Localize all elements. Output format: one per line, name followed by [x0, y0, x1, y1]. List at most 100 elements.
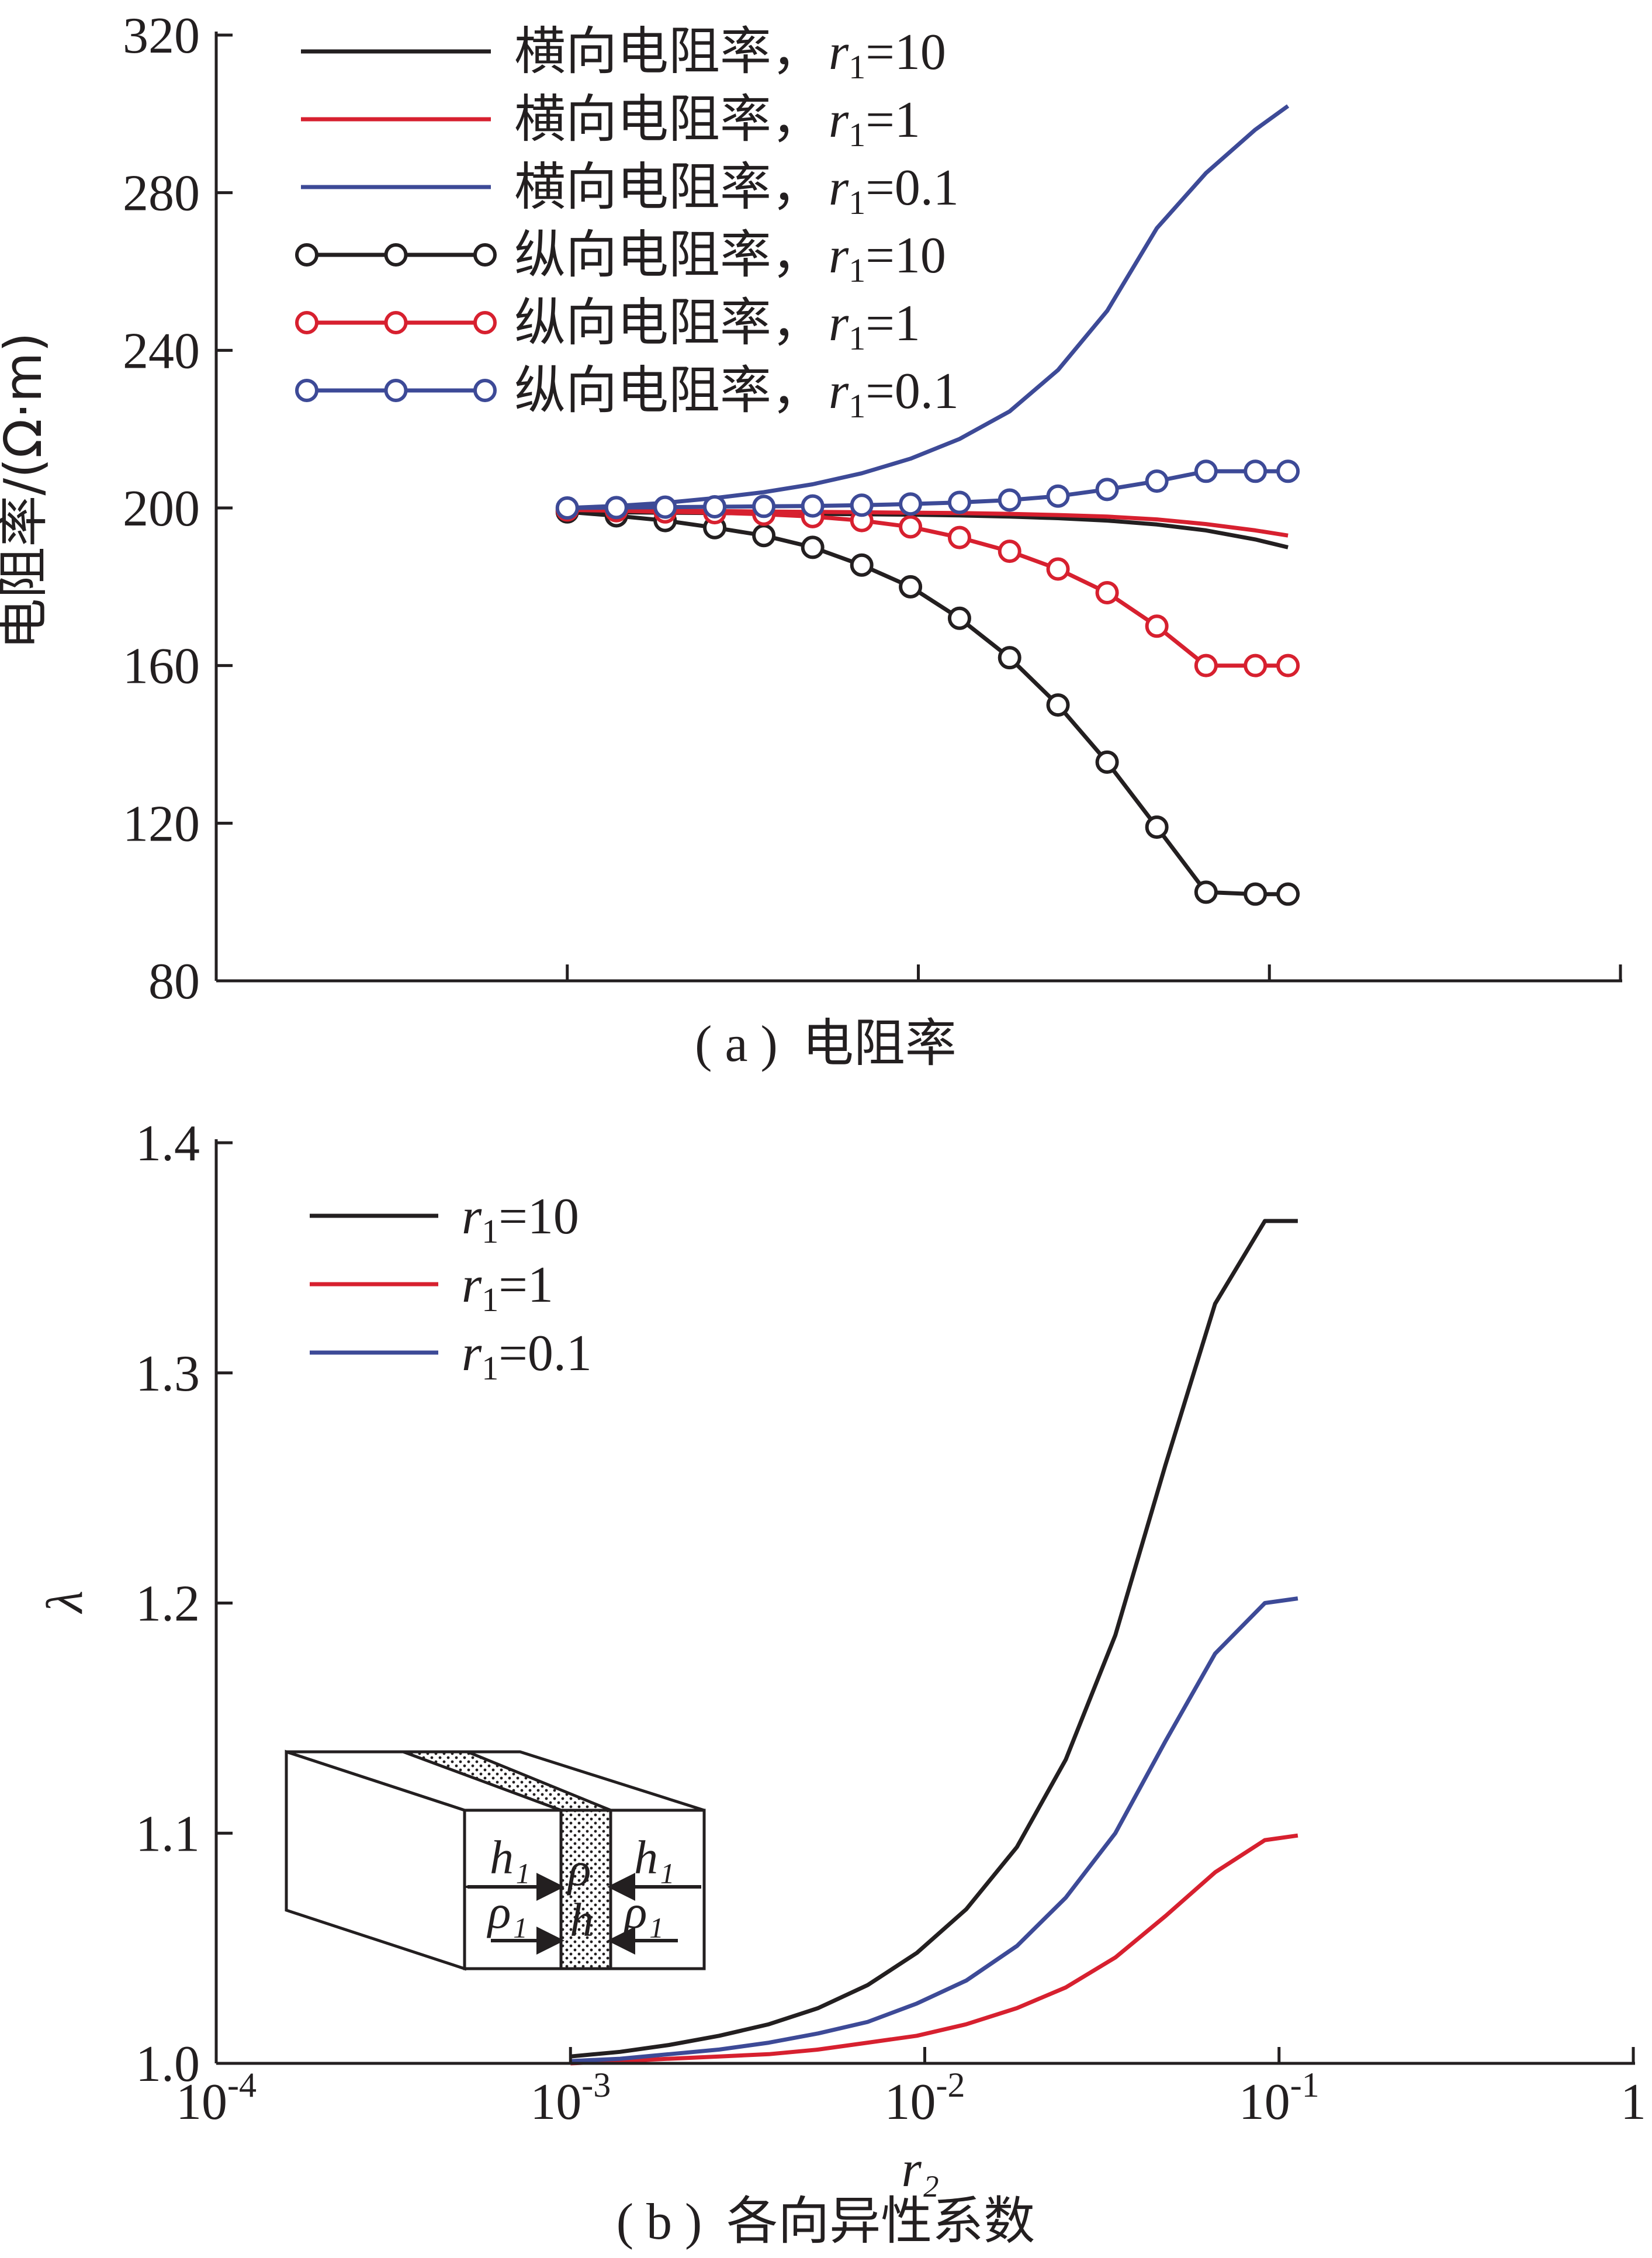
series-marker	[1095, 580, 1119, 604]
y-tick-label: 1.2	[136, 1576, 200, 1633]
inset-label-h: h	[570, 1893, 594, 1946]
y-tick-label: 240	[123, 323, 200, 379]
panel-b-caption-prefix: ( b )	[617, 2194, 702, 2250]
series-marker	[850, 493, 874, 517]
inset-label-h1-left: h₁	[490, 1831, 531, 1884]
panel-b-caption: ( b ) 各向异性系数	[617, 2191, 1035, 2251]
panel-b-x-axis-label: r₂	[902, 2141, 940, 2198]
legend-marker	[295, 379, 318, 402]
series-line	[570, 1833, 1298, 2066]
panel-b-axes: 1.0 1.1 1.2 1.3 1.4 10-4 10-3 10-2 10-1 1	[136, 1115, 1646, 2131]
x-tick-label: 1	[1620, 2074, 1646, 2131]
series-marker	[998, 488, 1021, 512]
series-marker	[1194, 459, 1218, 483]
series-marker	[1194, 653, 1218, 677]
legend-marker	[473, 311, 497, 334]
series-marker	[1244, 459, 1267, 483]
y-tick-label: 1.1	[136, 1806, 200, 1862]
series-marker	[1276, 459, 1300, 483]
series-marker	[1276, 653, 1300, 677]
series-line	[570, 1596, 1298, 2063]
legend-marker	[473, 379, 497, 402]
series-marker	[1145, 815, 1169, 839]
x-tick-label: 10-1	[1239, 2066, 1319, 2131]
panel-b-y-axis-label: λ	[37, 1590, 93, 1614]
series-marker	[1095, 478, 1119, 502]
panel-b-legend: r1=10 r1=1r1=0.1	[310, 1188, 592, 1387]
panel-a-caption-prefix: ( a )	[695, 1016, 778, 1073]
series-marker	[899, 515, 923, 539]
series-marker	[1046, 693, 1070, 717]
legend-label: 横向电阻率， r1=0.1	[514, 157, 959, 222]
series-marker	[604, 496, 628, 520]
legend-label: 纵向电阻率， r1=1	[514, 292, 920, 357]
legend-marker	[295, 311, 318, 334]
series-marker	[947, 525, 971, 549]
series-marker	[947, 490, 971, 514]
series-line	[567, 104, 1290, 510]
panel-b-series-group	[570, 1219, 1298, 2066]
series-marker	[998, 646, 1021, 670]
legend-label: r1=10	[462, 1188, 579, 1250]
inset-label-rho2: ρ	[566, 1842, 591, 1896]
y-tick-label: 120	[123, 796, 200, 852]
legend-marker	[295, 243, 318, 267]
legend-label: 纵向电阻率， r1=0.1	[514, 360, 959, 425]
series-marker	[899, 492, 923, 516]
panel-a-caption-text: 电阻率	[802, 1013, 957, 1073]
layered-block-inset	[285, 1749, 706, 1971]
legend-marker	[473, 243, 497, 267]
series-marker	[801, 535, 825, 559]
series-line	[567, 507, 1289, 668]
legend-marker	[384, 379, 408, 402]
series-marker	[899, 575, 923, 599]
series-marker	[1145, 614, 1169, 638]
legend-label: 纵向电阻率， r1=10	[514, 224, 946, 289]
series-marker	[998, 540, 1021, 563]
series-marker	[1046, 557, 1070, 581]
panel-b-chart: 1.01.11.21.31.410-4 10-3 10-2 10-1 1 r1=10r1…	[37, 1115, 1646, 2251]
y-tick-label: 160	[123, 638, 200, 695]
inset-label-rho1-left: ρ₁	[486, 1885, 528, 1938]
y-tick-label: 320	[123, 8, 200, 64]
y-tick-label: 1.0	[136, 2036, 200, 2093]
panel-a-axes: 80 120 160 200 240 280 320	[123, 8, 1622, 1010]
legend-label: r1=0.1	[462, 1325, 592, 1387]
inset-label-h1-right: h₁	[634, 1831, 675, 1884]
y-tick-label: 1.4	[136, 1115, 200, 1172]
series-marker	[1046, 484, 1070, 508]
series-marker	[1194, 880, 1218, 904]
panel-a-caption: ( a ) 电阻率	[695, 1013, 957, 1073]
x-tick-label: 10-3	[530, 2066, 611, 2131]
series-marker	[752, 495, 776, 518]
series-marker	[1244, 653, 1267, 677]
series-marker	[947, 606, 971, 630]
series-marker	[850, 553, 874, 577]
series-line	[567, 510, 1289, 897]
series-marker	[555, 496, 579, 520]
inset-label-rho1-right: ρ₁	[622, 1885, 664, 1938]
panel-b-caption-text: 各向异性系数	[726, 2191, 1035, 2251]
legend-marker	[384, 243, 408, 267]
series-marker	[1276, 882, 1300, 906]
series-marker	[1145, 469, 1169, 493]
series-marker	[653, 495, 677, 519]
y-tick-label: 1.3	[136, 1346, 200, 1402]
legend-label: 横向电阻率， r1=1	[514, 89, 920, 154]
legend-marker	[384, 311, 408, 334]
series-marker	[1244, 882, 1267, 906]
y-tick-label: 280	[123, 165, 200, 222]
panel-a-y-axis-label: 电阻率/(Ω·m)	[0, 332, 53, 649]
x-tick-label: 10-2	[885, 2066, 965, 2131]
series-marker	[703, 495, 727, 518]
inset-thin-layer-front	[559, 1809, 612, 1970]
panel-a-series-group	[555, 104, 1300, 906]
legend-label: 横向电阻率， r1=10	[514, 21, 946, 86]
series-marker	[801, 494, 825, 518]
inset-labels: h₁ ρ₁ ρ h h₁ ρ₁	[486, 1831, 675, 1946]
series-marker	[752, 524, 776, 548]
series-line	[567, 469, 1289, 510]
